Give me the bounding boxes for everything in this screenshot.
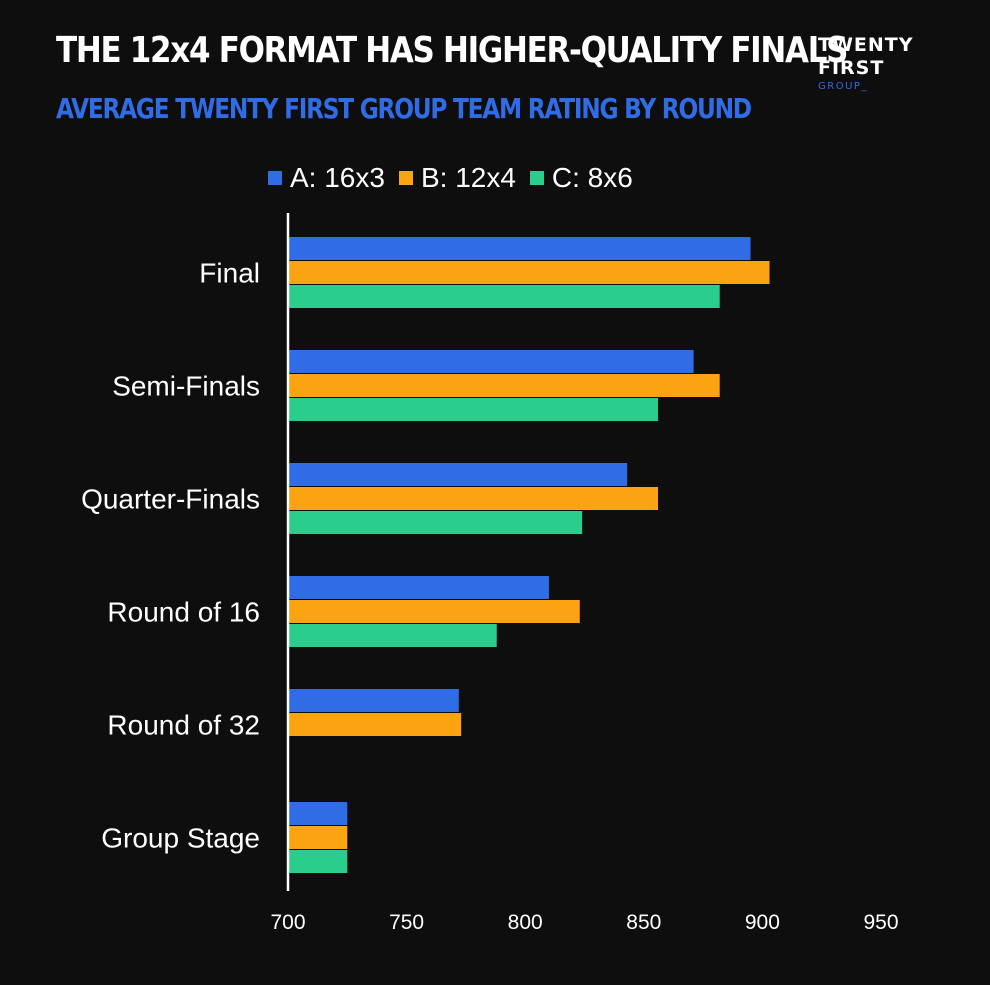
bar-round-of-16-c [288, 624, 497, 647]
bar-round-of-16-b [288, 600, 580, 623]
legend-swatch-b [398, 171, 413, 185]
logo-line-2: FIRST [818, 57, 885, 79]
bar-final-a [288, 237, 751, 260]
chart-title: THE 12x4 FORMAT HAS HIGHER-QUALITY FINAL… [56, 30, 848, 71]
bar-quarter-finals-a [288, 463, 628, 486]
chart-legend: A: 16x3 B: 12x4 C: 8x6 [268, 160, 647, 196]
chart-subtitle: AVERAGE TWENTY FIRST GROUP TEAM RATING B… [56, 92, 752, 125]
bar-semi-finals-c [288, 398, 659, 421]
x-tick-label: 800 [508, 911, 543, 934]
bar-group-stage-c [288, 850, 348, 873]
bar-quarter-finals-c [288, 511, 583, 534]
bar-group-stage-a [288, 802, 348, 825]
logo-line-3: GROUP_ [818, 81, 868, 92]
category-label: Round of 16 [107, 597, 260, 628]
bar-round-of-16-a [288, 576, 549, 599]
bar-semi-finals-b [288, 374, 720, 397]
bar-final-b [288, 261, 770, 284]
legend-swatch-a [268, 171, 282, 185]
bar-group-stage-b [288, 826, 348, 849]
legend-item-b: B: 12x4 [398, 162, 516, 194]
category-label: Semi-Finals [112, 371, 260, 402]
category-label: Group Stage [101, 823, 260, 854]
legend-item-c: C: 8x6 [529, 162, 633, 194]
legend-swatch-c [529, 171, 544, 185]
x-tick-label: 900 [745, 911, 780, 934]
bar-final-c [288, 285, 720, 308]
category-label: Quarter-Finals [81, 484, 260, 515]
logo-line-1: TWENTY [818, 34, 914, 56]
x-tick-label: 700 [270, 911, 305, 934]
bar-round-of-32-a [288, 689, 459, 712]
bar-round-of-32-b [288, 713, 462, 736]
x-tick-label: 850 [626, 911, 661, 934]
x-tick-label: 750 [389, 911, 424, 934]
legend-label-c: C: 8x6 [551, 162, 633, 193]
bar-semi-finals-a [288, 350, 694, 373]
legend-label-a: A: 16x3 [290, 162, 385, 193]
twenty-first-group-logo: TWENTY FIRST GROUP_ [818, 34, 914, 92]
category-label: Final [199, 258, 260, 289]
x-tick-label: 950 [863, 911, 898, 934]
legend-item-a: A: 16x3 [268, 162, 385, 194]
legend-label-b: B: 12x4 [420, 162, 516, 193]
category-label: Round of 32 [107, 710, 260, 741]
bar-quarter-finals-b [288, 487, 659, 510]
